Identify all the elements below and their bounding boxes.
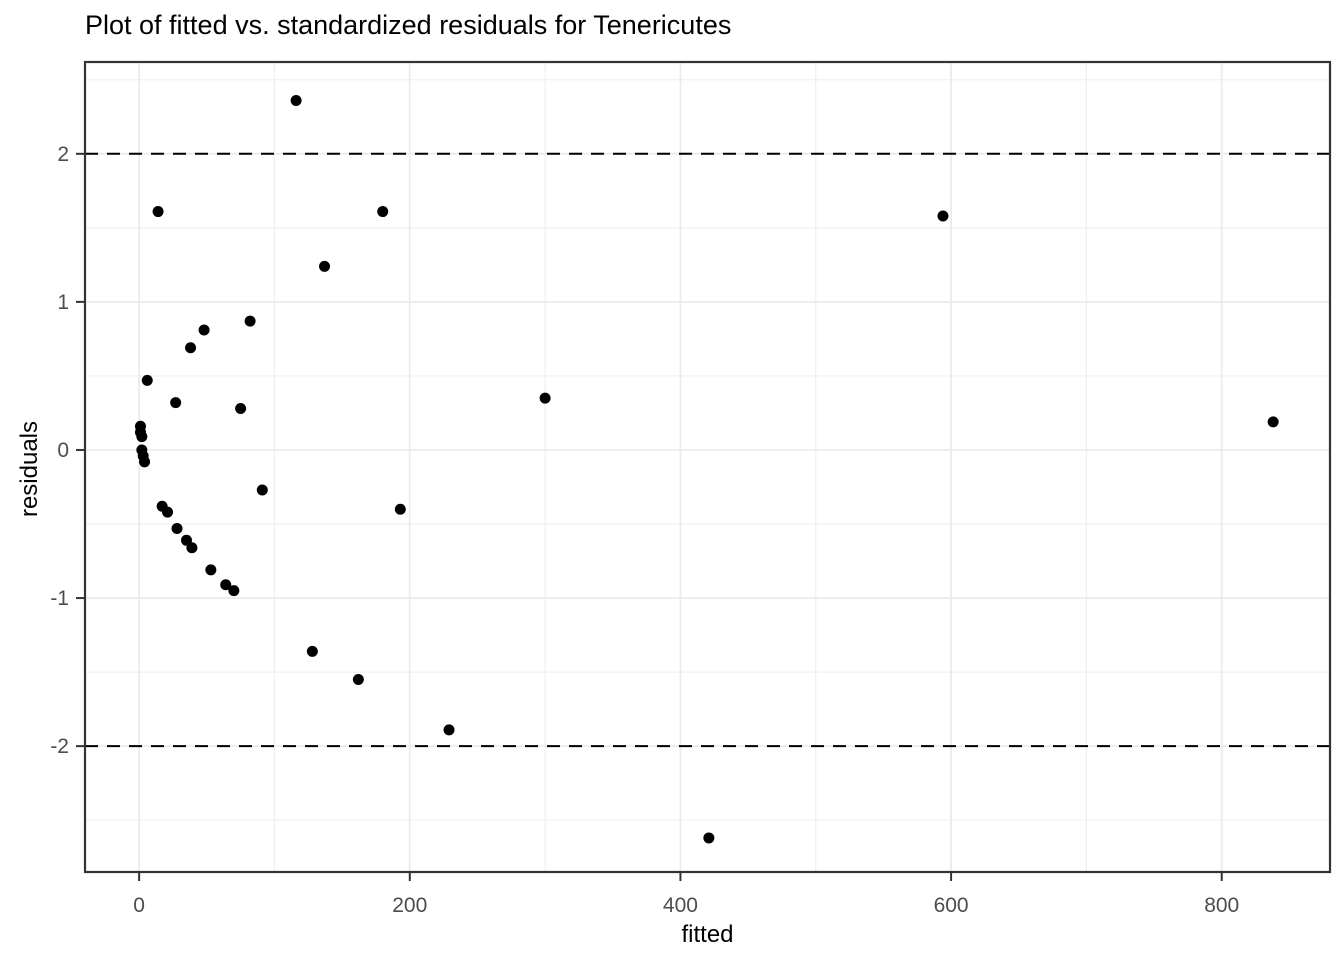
data-point [170,397,182,409]
data-point [185,342,197,354]
chart-title: Plot of fitted vs. standardized residual… [85,10,732,40]
x-tick-label: 200 [392,894,427,917]
data-point [352,673,364,685]
data-point [306,645,318,657]
data-point [443,724,455,736]
y-tick-label: 2 [57,143,69,166]
data-point [235,403,247,415]
x-tick-label: 0 [133,894,145,917]
data-point [319,260,331,272]
data-point [290,95,302,107]
data-point [171,522,183,534]
x-tick-label: 600 [934,894,969,917]
y-tick-label: 0 [57,439,69,462]
data-point [256,484,268,496]
data-point [141,374,153,386]
y-tick-label: -2 [50,735,69,758]
data-point [186,542,198,554]
data-point [139,456,151,468]
data-point [228,585,240,597]
data-point [244,315,256,327]
data-point [220,579,232,591]
panel-background [85,62,1330,872]
data-point [198,324,210,336]
y-tick-label: 1 [57,291,69,314]
data-point [937,210,949,222]
data-point [703,832,715,844]
x-tick-label: 800 [1204,894,1239,917]
y-tick-label: -1 [50,587,69,610]
data-point [394,503,406,515]
data-point [152,206,164,218]
panel-border [83,60,1332,874]
x-tick-label: 400 [663,894,698,917]
y-axis-label: residuals [16,420,43,518]
data-point [377,206,389,218]
data-point [136,431,148,443]
x-axis-label: fitted [681,921,734,948]
data-point [162,506,174,518]
data-point [205,564,217,576]
data-point [1267,416,1279,428]
data-point [539,392,551,404]
